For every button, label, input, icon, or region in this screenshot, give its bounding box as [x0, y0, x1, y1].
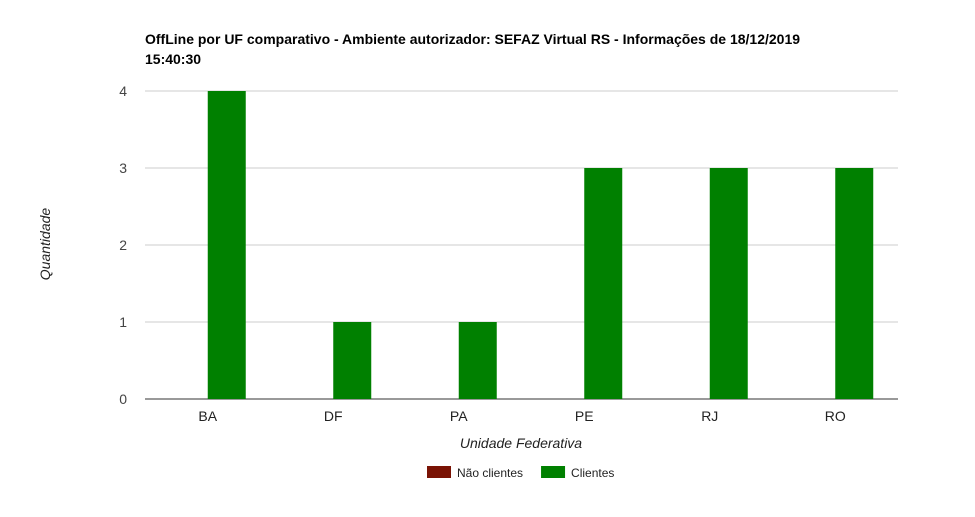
x-tick-label: PE: [575, 408, 594, 424]
x-axis-title: Unidade Federativa: [460, 435, 582, 451]
bar-clientes-pe[interactable]: [584, 168, 623, 399]
y-tick-label: 2: [119, 237, 127, 253]
y-tick-label: 1: [119, 314, 127, 330]
gridlines: [145, 90, 898, 400]
legend-swatch-nao-clientes[interactable]: [427, 466, 451, 478]
x-tick-labels: BA DF PA PE RJ RO: [198, 408, 845, 424]
y-tick-label: 3: [119, 160, 127, 176]
y-tick-labels: 0 1 2 3 4: [119, 83, 127, 407]
bar-clientes-rj[interactable]: [709, 168, 748, 399]
x-tick-label: PA: [450, 408, 468, 424]
y-axis-title: Quantidade: [37, 208, 53, 281]
bar-clientes-df[interactable]: [333, 322, 372, 399]
chart-title-line1: OffLine por UF comparativo - Ambiente au…: [145, 31, 800, 47]
legend: Não clientes Clientes: [427, 466, 614, 480]
bar-clientes-pa[interactable]: [458, 322, 497, 399]
y-tick-label: 0: [119, 391, 127, 407]
bar-clientes-ba[interactable]: [207, 91, 246, 399]
bar-clientes-ro[interactable]: [835, 168, 874, 399]
x-tick-label: RJ: [701, 408, 718, 424]
chart-title-line2: 15:40:30: [145, 51, 201, 67]
x-tick-label: DF: [324, 408, 343, 424]
legend-swatch-clientes[interactable]: [541, 466, 566, 478]
y-tick-label: 4: [119, 83, 127, 99]
bars: [207, 91, 874, 399]
x-tick-label: RO: [825, 408, 846, 424]
x-tick-label: BA: [198, 408, 217, 424]
legend-label-clientes[interactable]: Clientes: [571, 466, 614, 480]
legend-label-nao-clientes[interactable]: Não clientes: [457, 466, 523, 480]
